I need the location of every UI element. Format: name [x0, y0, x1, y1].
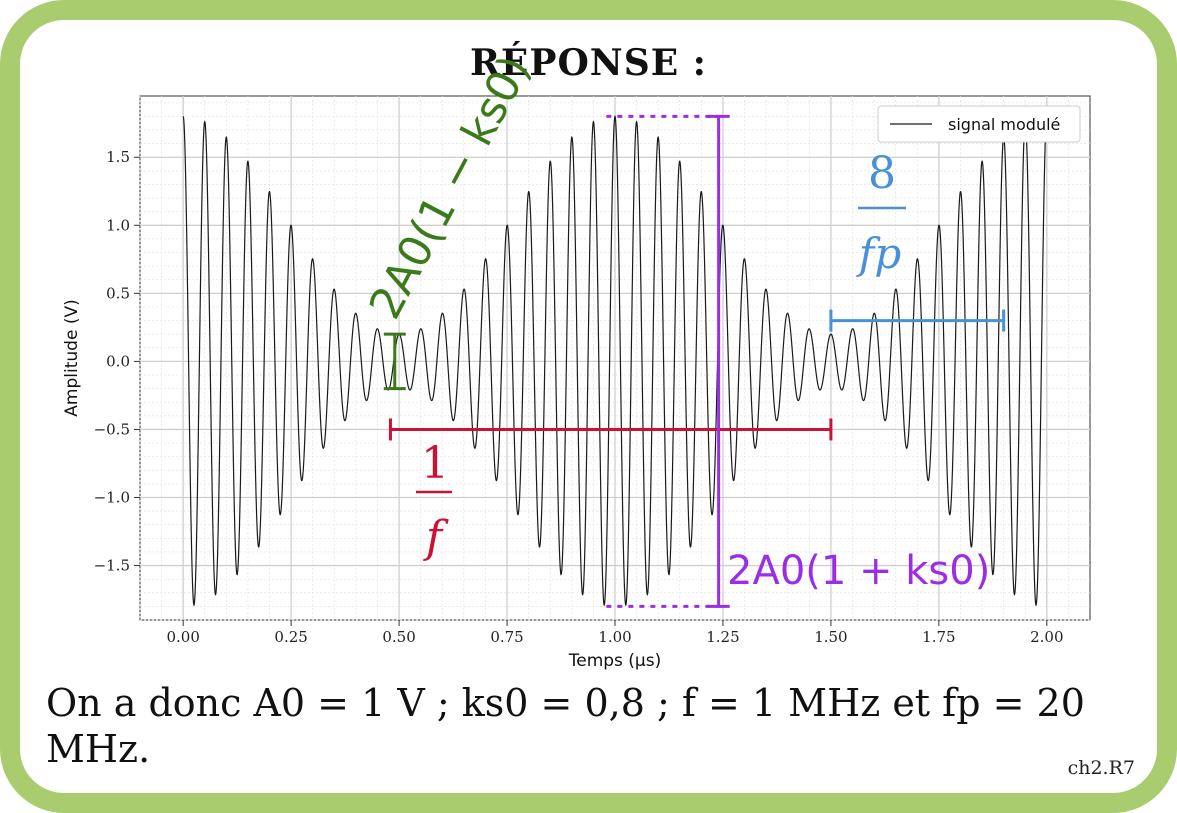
red-annotation: 1 f	[388, 418, 833, 563]
x-tick-label: 2.00	[1030, 628, 1063, 646]
x-tick-label: 0.25	[274, 628, 307, 646]
answer-title: RÉPONSE :	[470, 42, 707, 84]
y-tick-label: 0.5	[106, 284, 130, 302]
y-tick-label: −1.0	[94, 489, 130, 507]
blue-annotation-denominator: fp	[856, 229, 901, 278]
x-axis-label: Temps (μs)	[568, 651, 662, 671]
conclusion-text: On a donc A0 = 1 V ; ks0 = 0,8 ; f = 1 M…	[46, 681, 1085, 771]
legend-label: signal modulé	[948, 115, 1060, 134]
y-tick-label: 1.0	[106, 216, 130, 234]
major-grid	[140, 96, 1090, 620]
chart-legend: signal modulé	[877, 105, 1081, 143]
y-tick-label: −0.5	[94, 420, 130, 438]
x-tick-label: 1.25	[706, 628, 739, 646]
signal-line	[182, 114, 1048, 607]
purple-annotation: 2A0(1 + ks0)	[606, 114, 990, 608]
x-axis-ticks: 0.00 0.25 0.50 0.75 1.00 1.25 1.50 1.75 2.00	[166, 620, 1064, 646]
y-tick-label: −1.5	[94, 557, 130, 575]
y-axis-label: Amplitude (V)	[62, 299, 82, 416]
red-annotation-numerator: 1	[421, 438, 449, 489]
x-tick-label: 1.75	[922, 628, 955, 646]
x-tick-label: 0.00	[166, 628, 199, 646]
y-axis-ticks: −1.5 −1.0 −0.5 0.0 0.5 1.0 1.5	[94, 148, 140, 575]
y-tick-label: 1.5	[106, 148, 130, 166]
reference-code: ch2.R7	[1067, 757, 1135, 779]
x-tick-label: 1.50	[814, 628, 847, 646]
purple-annotation-label: 2A0(1 + ks0)	[727, 548, 990, 594]
blue-annotation: 8 fp	[829, 148, 1006, 332]
blue-annotation-numerator: 8	[868, 148, 896, 199]
x-tick-label: 0.50	[382, 628, 415, 646]
y-tick-label: 0.0	[106, 352, 130, 370]
x-tick-label: 0.75	[490, 628, 523, 646]
x-tick-label: 1.00	[598, 628, 631, 646]
